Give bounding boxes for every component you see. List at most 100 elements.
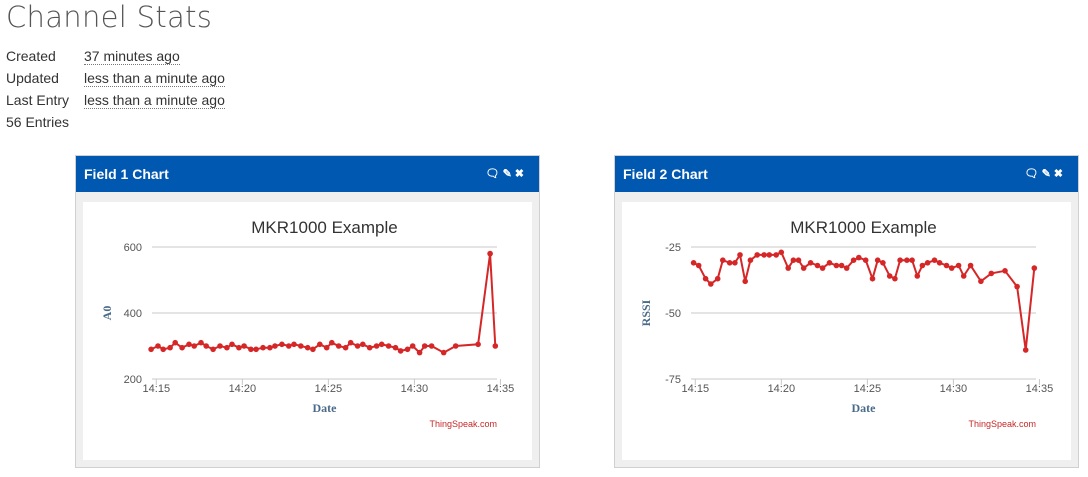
pencil-icon[interactable]: ✎ — [1041, 168, 1054, 180]
data-point — [790, 257, 797, 263]
data-point — [310, 346, 316, 353]
data-point — [229, 341, 235, 348]
stat-value: less than a minute ago — [84, 70, 225, 87]
widget-tools: 🗨︎✎✖ — [486, 156, 527, 192]
page-title: Channel Stats — [6, 0, 213, 34]
data-point — [335, 343, 342, 349]
widget-title: Field 1 Chart — [84, 166, 169, 182]
data-point — [773, 252, 779, 258]
stat-last-entry: Last Entry less than a minute ago — [6, 89, 225, 111]
data-point — [833, 262, 840, 269]
data-point — [1014, 283, 1020, 290]
data-point — [931, 257, 938, 263]
data-point — [385, 343, 392, 349]
data-point — [948, 265, 955, 271]
y-axis-label: RSSI — [639, 299, 653, 326]
data-point — [720, 257, 726, 263]
data-point — [155, 343, 161, 349]
close-icon[interactable]: ✖ — [1053, 168, 1066, 180]
data-point — [198, 339, 204, 346]
data-point — [1002, 268, 1008, 274]
data-point — [714, 275, 721, 282]
close-icon[interactable]: ✖ — [514, 168, 527, 180]
widget-tools: 🗨︎✎✖ — [1025, 156, 1066, 192]
widget-title: Field 2 Chart — [623, 166, 708, 182]
data-point — [988, 270, 995, 277]
chart-title: MKR1000 Example — [790, 218, 936, 237]
x-tick-label: 14:35 — [1026, 383, 1054, 395]
stat-entries: 56 Entries — [6, 111, 225, 133]
data-point — [416, 349, 423, 356]
y-tick-label: -25 — [665, 242, 681, 254]
data-point — [960, 273, 967, 279]
data-point — [317, 341, 323, 348]
x-axis-label: Date — [313, 401, 338, 415]
data-point — [203, 343, 209, 349]
data-point — [695, 262, 702, 269]
field-1-chart-widget: Field 1 Chart 🗨︎✎✖ MKR1000 Example 600 400… — [75, 155, 540, 468]
stat-value: less than a minute ago — [84, 92, 225, 109]
y-tick-label: -75 — [665, 374, 681, 386]
data-point — [795, 257, 802, 263]
y-tick-label: 400 — [124, 308, 142, 320]
data-point — [955, 262, 962, 269]
thingspeak-credit: ThingSpeak.com — [429, 419, 497, 429]
data-point — [323, 344, 330, 351]
chart-title: MKR1000 Example — [251, 218, 397, 237]
data-point — [737, 252, 743, 258]
pencil-icon[interactable]: ✎ — [502, 168, 515, 180]
y-axis-label: A0 — [100, 306, 114, 321]
x-tick-label: 14:30 — [940, 383, 968, 395]
data-point — [172, 339, 178, 346]
data-point — [224, 344, 230, 351]
comment-icon[interactable]: 🗨︎ — [485, 168, 503, 180]
channel-stats: Created 37 minutes ago Updated less than a… — [6, 45, 225, 133]
y-tick-label: -50 — [665, 308, 681, 320]
chart-area: MKR1000 Example 600 400 200 14:15 14:20 14:25 1… — [83, 202, 532, 460]
data-point — [742, 278, 748, 285]
data-point — [967, 262, 974, 269]
data-point — [260, 344, 266, 351]
data-point — [279, 341, 285, 348]
data-point — [191, 343, 197, 349]
data-point — [487, 250, 493, 257]
data-point — [354, 343, 361, 349]
stat-updated: Updated less than a minute ago — [6, 67, 225, 89]
data-point — [378, 341, 385, 348]
stat-label: Created — [6, 48, 56, 64]
data-point — [778, 249, 785, 256]
data-point — [286, 343, 292, 349]
data-point — [475, 341, 481, 348]
data-point — [819, 265, 826, 271]
widget-header: Field 1 Chart 🗨︎✎✖ — [76, 156, 539, 192]
stat-label: Updated — [6, 70, 59, 86]
comment-icon[interactable]: 🗨︎ — [1024, 168, 1042, 180]
data-point — [248, 346, 254, 353]
data-point — [167, 344, 173, 351]
data-point — [897, 257, 903, 263]
data-point — [267, 344, 273, 351]
data-point — [862, 257, 869, 263]
stat-label: Last Entry — [6, 92, 70, 108]
data-point — [329, 339, 335, 346]
data-point — [726, 260, 733, 266]
data-point — [747, 257, 754, 263]
data-point — [392, 344, 399, 351]
data-point — [179, 344, 185, 351]
data-point — [373, 343, 380, 349]
data-point — [360, 341, 366, 348]
data-point — [800, 265, 807, 271]
stat-label: 56 Entries — [6, 114, 70, 130]
data-point — [160, 346, 166, 353]
data-point — [272, 343, 278, 349]
data-point — [814, 262, 821, 269]
data-point — [1022, 347, 1029, 353]
x-tick-label: 14:30 — [401, 383, 429, 395]
data-point — [291, 341, 297, 348]
stat-value: 37 minutes ago — [84, 48, 180, 65]
data-point — [856, 254, 862, 261]
data-point — [298, 343, 304, 349]
x-tick-label: 14:35 — [487, 383, 515, 395]
